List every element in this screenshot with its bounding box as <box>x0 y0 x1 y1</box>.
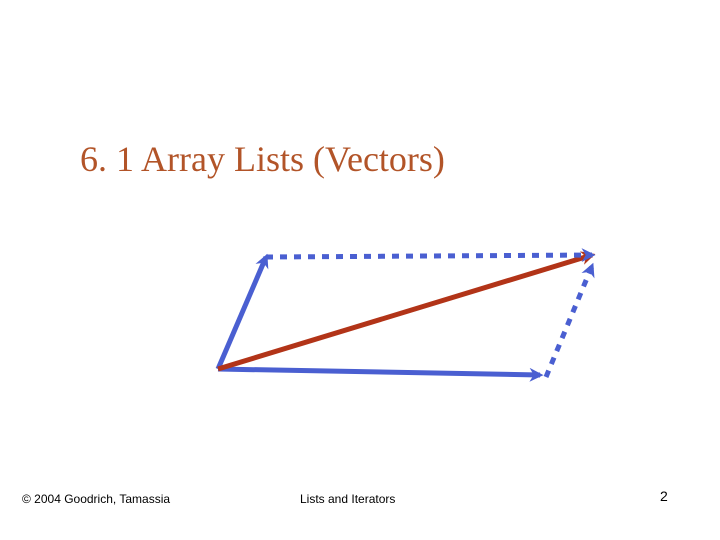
vector-diagram <box>0 0 720 540</box>
footer-copyright: © 2004 Goodrich, Tamassia <box>22 492 170 506</box>
page-number: 2 <box>660 488 668 504</box>
arrow-dashed-right <box>546 266 592 377</box>
footer-title: Lists and Iterators <box>300 492 395 506</box>
arrow-blue-bottom <box>218 369 540 375</box>
slide-container: 6. 1 Array Lists (Vectors) © 2004 Goodri… <box>0 0 720 540</box>
arrow-blue-left <box>218 257 266 369</box>
arrow-red-diagonal <box>218 255 592 369</box>
arrow-dashed-top <box>266 255 592 257</box>
